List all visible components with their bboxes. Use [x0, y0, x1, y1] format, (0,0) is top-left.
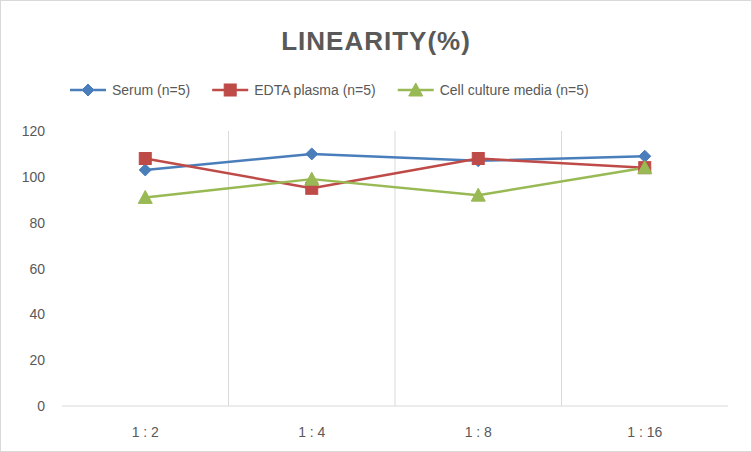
legend-item: Cell culture media (n=5): [398, 82, 589, 98]
y-tick-label: 100: [22, 169, 46, 185]
legend-marker: [82, 84, 94, 96]
series-marker: [138, 190, 152, 203]
legend: Serum (n=5) EDTA plasma (n=5) Cell culture…: [70, 82, 589, 98]
grid-line: [561, 131, 562, 406]
legend-label: Cell culture media (n=5): [440, 82, 589, 98]
chart-title: LINEARITY(%): [281, 26, 471, 56]
legend-item: EDTA plasma (n=5): [212, 82, 376, 98]
y-tick: [58, 268, 62, 269]
series-marker: [472, 153, 484, 165]
series-line: [145, 154, 645, 170]
y-tick: [58, 222, 62, 223]
series-marker: [306, 148, 318, 160]
series-line: [145, 159, 645, 189]
series-marker: [638, 161, 652, 174]
series-marker: [471, 188, 485, 201]
x-tick-label: 1 : 16: [627, 424, 662, 440]
chart-svg: LINEARITY(%) 0 20 40 60 80 100 120 1 : 2 1 : 4 1 :…: [0, 0, 752, 452]
legend-label: EDTA plasma (n=5): [254, 82, 376, 98]
chart-border: [1, 1, 752, 452]
y-tick: [58, 176, 62, 177]
y-tick: [58, 314, 62, 315]
plot-area: [138, 148, 652, 204]
legend-marker: [409, 83, 423, 96]
x-tick-label: 1 : 8: [465, 424, 492, 440]
series-marker: [139, 164, 151, 176]
x-axis-line: [62, 406, 728, 407]
x-tick-label: 1 : 2: [132, 424, 159, 440]
y-tick: [58, 360, 62, 361]
series-line: [145, 168, 645, 198]
series-marker: [139, 153, 151, 165]
y-tick-label: 80: [29, 215, 45, 231]
y-tick-label: 40: [29, 306, 45, 322]
y-tick-label: 0: [37, 398, 45, 414]
y-tick: [58, 406, 62, 407]
x-tick-label: 1 : 4: [298, 424, 325, 440]
y-tick-label: 20: [29, 352, 45, 368]
legend-item: Serum (n=5): [70, 82, 190, 98]
series-marker: [639, 162, 651, 174]
legend-marker: [224, 84, 236, 96]
chart-container: LINEARITY(%) 0 20 40 60 80 100 120 1 : 2 1 : 4 1 :…: [0, 0, 752, 452]
y-tick-label: 120: [22, 123, 46, 139]
y-tick: [58, 131, 62, 132]
series-marker: [305, 172, 319, 185]
legend-label: Serum (n=5): [112, 82, 190, 98]
y-tick-label: 60: [29, 261, 45, 277]
